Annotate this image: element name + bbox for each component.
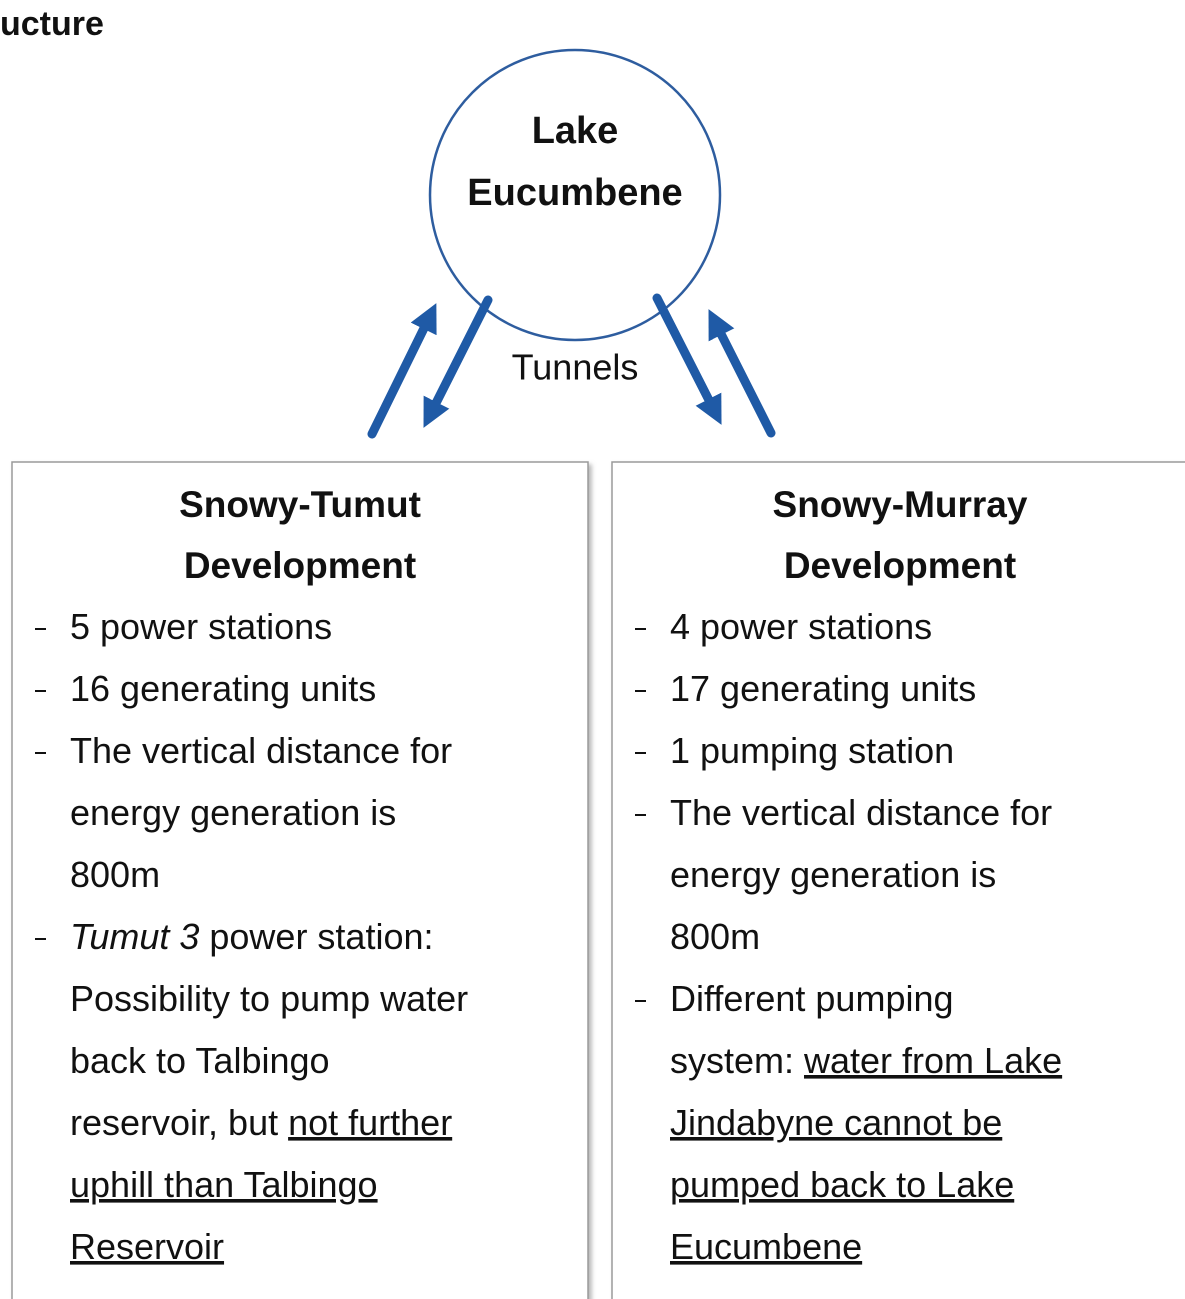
text-run: Possibility to pump water [70,978,468,1019]
item-line: Different pumping [670,978,954,1019]
item-line: The vertical distance for [70,730,452,771]
text-run: Tumut 3 [70,916,199,957]
box [11,461,589,1299]
item-line: uphill than Talbingo [70,1164,378,1205]
hub-circle [428,48,722,342]
text-run: power station: [199,916,433,957]
box-title: Development [184,545,416,586]
item-line: energy generation is [670,854,996,895]
text-run: back to Talbingo [70,1040,330,1081]
item-line: Reservoir [70,1226,224,1267]
item-line: 800m [70,854,160,895]
arrow-down [652,293,722,425]
item-line: Jindabyne cannot be [670,1102,1002,1143]
arrows [367,293,776,439]
item-line: energy generation is [70,792,396,833]
text-run: system: [670,1040,804,1081]
item-line: system: water from Lake [670,1040,1062,1081]
text-run: reservoir, but [70,1102,288,1143]
box-title: Snowy-Tumut [179,484,421,525]
box-title: Development [784,545,1016,586]
slide-title: ucture [0,5,104,43]
item-line: reservoir, but not further [70,1102,452,1143]
text-run: pumped back to Lake [670,1164,1014,1205]
text-run: 16 generating units [70,668,376,709]
item-line: Eucumbene [670,1226,862,1267]
text-run: 17 generating units [670,668,976,709]
item-line: pumped back to Lake [670,1164,1014,1205]
item-line: The vertical distance for [670,792,1052,833]
item-line: back to Talbingo [70,1040,330,1081]
text-run: 5 power stations [70,606,332,647]
text-run: 800m [670,916,760,957]
arrow-up [708,309,776,438]
text-run: energy generation is [670,854,996,895]
text-run: The vertical distance for [70,730,452,771]
text-run: The vertical distance for [670,792,1052,833]
hub-label: Lake [532,110,619,152]
connector-label: Tunnels [512,347,639,388]
box-title: Snowy-Murray [773,484,1028,525]
text-run: water from Lake [803,1040,1062,1081]
text-run: energy generation is [70,792,396,833]
arrow-up [367,303,437,439]
text-run: 800m [70,854,160,895]
item-line: 1 pumping station [670,730,954,771]
item-line: 4 power stations [670,606,932,647]
text-run: 4 power stations [670,606,932,647]
text-run: Different pumping [670,978,954,1019]
item-line: Possibility to pump water [70,978,468,1019]
arrow-down [423,295,493,428]
text-run: not further [288,1102,452,1143]
item-line: 17 generating units [670,668,976,709]
item-line: Tumut 3 power station: [70,916,434,957]
text-run: Eucumbene [670,1226,862,1267]
item-line: 5 power stations [70,606,332,647]
text-run: Jindabyne cannot be [670,1102,1002,1143]
hub-label: Eucumbene [467,172,682,214]
text-run: Reservoir [70,1226,224,1267]
text-run: uphill than Talbingo [70,1164,378,1205]
item-line: 800m [670,916,760,957]
box [611,461,1185,1299]
text-run: 1 pumping station [670,730,954,771]
item-line: 16 generating units [70,668,376,709]
